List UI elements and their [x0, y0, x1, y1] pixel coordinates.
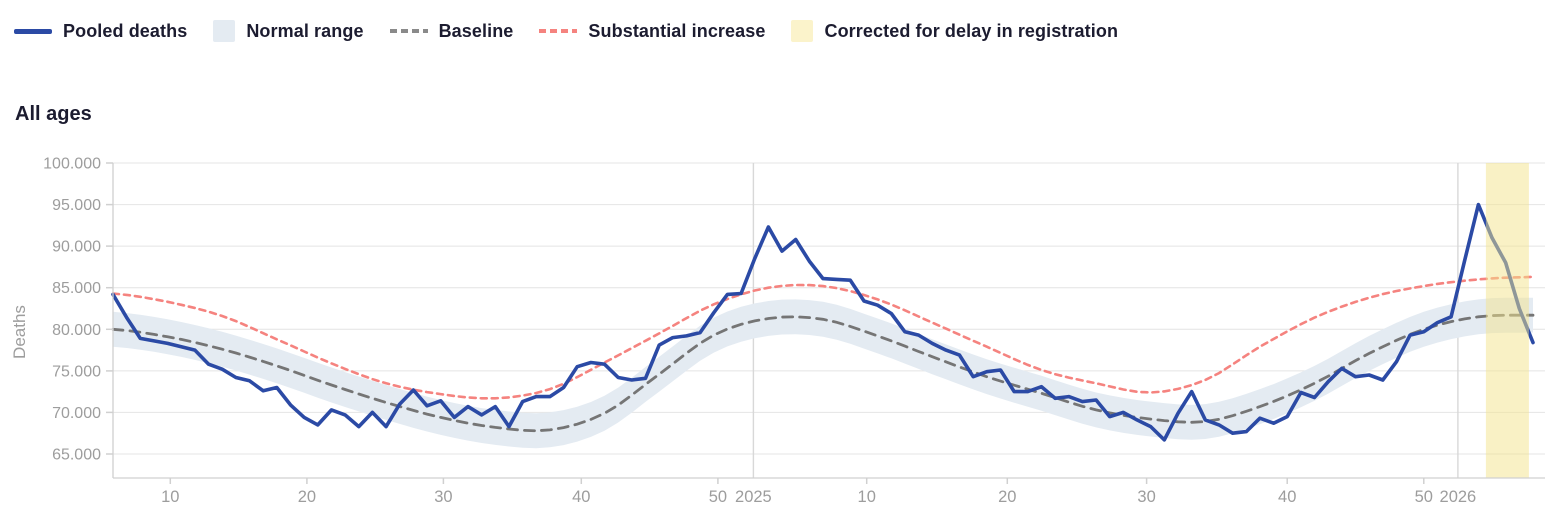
svg-text:80.000: 80.000: [52, 322, 101, 339]
corrected-region-swatch: [791, 20, 814, 42]
svg-text:2025: 2025: [735, 488, 772, 506]
svg-text:30: 30: [434, 488, 452, 506]
svg-text:40: 40: [572, 488, 590, 506]
svg-text:85.000: 85.000: [52, 280, 101, 297]
svg-text:75.000: 75.000: [52, 363, 101, 380]
axes: [106, 162, 1545, 484]
chart-legend: Pooled deaths Normal range Baseline Subs…: [14, 20, 1118, 42]
y-axis-title: Deaths: [10, 305, 29, 359]
svg-text:2026: 2026: [1440, 488, 1477, 506]
legend-item-normal-range: Normal range: [213, 20, 363, 42]
svg-text:30: 30: [1137, 488, 1155, 506]
baseline-line: [111, 313, 1535, 433]
svg-text:10: 10: [858, 488, 876, 506]
svg-text:40: 40: [1278, 488, 1296, 506]
svg-text:95.000: 95.000: [52, 197, 101, 214]
normal-range-band-swatch: [213, 20, 236, 42]
svg-text:70.000: 70.000: [52, 405, 101, 422]
legend-item-corrected-registration: Corrected for delay in registration: [791, 20, 1118, 42]
pooled-deaths-line-swatch: [14, 28, 52, 34]
legend-label: Baseline: [438, 20, 514, 41]
corrected-region: [1485, 163, 1529, 478]
svg-text:50: 50: [709, 488, 727, 506]
svg-text:20: 20: [998, 488, 1016, 506]
legend-label: Normal range: [246, 20, 364, 41]
legend-item-substantial-increase: Substantial increase: [539, 21, 765, 42]
legend-item-baseline: Baseline: [389, 20, 514, 42]
svg-text:10: 10: [161, 488, 179, 506]
legend-label: Substantial increase: [588, 20, 766, 41]
y-axis-labels: 100.000 95.000 90.000 85.000 80.000 75.000 70.…: [43, 156, 101, 464]
legend-item-pooled-deaths: Pooled deaths: [14, 21, 187, 42]
svg-text:65.000: 65.000: [52, 447, 101, 464]
legend-label: Corrected for delay in registration: [824, 20, 1119, 41]
substantial-increase-dash-swatch: [539, 29, 578, 33]
baseline-dash-swatch: [389, 29, 428, 33]
x-axis-labels: 10 20 30 40 50 10 20 30 40 50 2025 2026: [161, 488, 1476, 506]
svg-text:20: 20: [298, 488, 316, 506]
legend-label: Pooled deaths: [63, 20, 188, 41]
svg-text:50: 50: [1415, 488, 1433, 506]
svg-text:100.000: 100.000: [43, 156, 101, 173]
svg-text:Deaths: Deaths: [10, 305, 29, 359]
svg-text:90.000: 90.000: [52, 239, 101, 256]
page-title: All ages: [15, 103, 92, 125]
substantial-increase-line: [111, 275, 1535, 400]
pooled-deaths-line: [111, 202, 1535, 442]
